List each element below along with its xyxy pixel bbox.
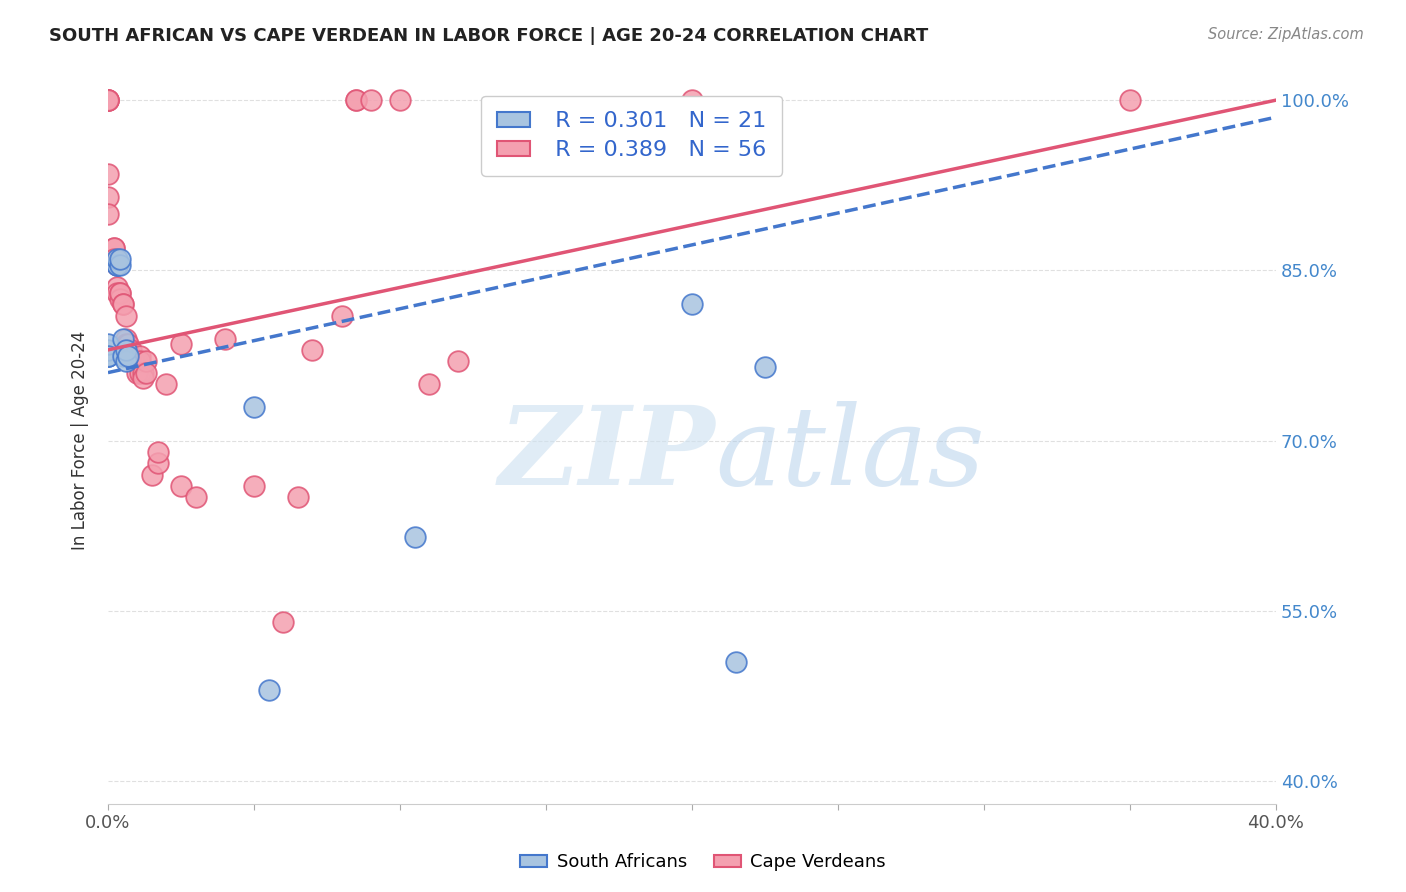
Point xyxy=(111,297,134,311)
Point xyxy=(97,337,120,351)
Point xyxy=(111,297,134,311)
Point xyxy=(108,286,131,301)
Point xyxy=(681,93,703,107)
Point xyxy=(105,258,128,272)
Point xyxy=(97,343,120,357)
Point xyxy=(243,479,266,493)
Y-axis label: In Labor Force | Age 20-24: In Labor Force | Age 20-24 xyxy=(72,331,89,550)
Point xyxy=(344,93,367,107)
Point xyxy=(97,93,120,107)
Point xyxy=(1119,93,1142,107)
Point xyxy=(97,207,120,221)
Point xyxy=(114,332,136,346)
Point xyxy=(146,445,169,459)
Point xyxy=(301,343,323,357)
Point xyxy=(97,93,120,107)
Point xyxy=(129,366,152,380)
Point xyxy=(135,354,157,368)
Point xyxy=(108,286,131,301)
Point xyxy=(129,349,152,363)
Text: atlas: atlas xyxy=(716,401,986,509)
Point xyxy=(418,376,440,391)
Point xyxy=(271,615,294,630)
Point xyxy=(257,683,280,698)
Point xyxy=(146,457,169,471)
Point xyxy=(184,491,207,505)
Point xyxy=(141,467,163,482)
Point xyxy=(111,332,134,346)
Point xyxy=(114,309,136,323)
Point xyxy=(108,258,131,272)
Point xyxy=(97,167,120,181)
Point xyxy=(127,354,149,368)
Point xyxy=(287,491,309,505)
Point xyxy=(114,337,136,351)
Point xyxy=(388,93,411,107)
Point xyxy=(105,280,128,294)
Point xyxy=(120,343,142,357)
Text: SOUTH AFRICAN VS CAPE VERDEAN IN LABOR FORCE | AGE 20-24 CORRELATION CHART: SOUTH AFRICAN VS CAPE VERDEAN IN LABOR F… xyxy=(49,27,928,45)
Point xyxy=(97,93,120,107)
Point xyxy=(114,343,136,357)
Point xyxy=(129,354,152,368)
Point xyxy=(724,655,747,669)
Point xyxy=(135,366,157,380)
Point xyxy=(127,366,149,380)
Point xyxy=(243,400,266,414)
Point xyxy=(404,530,426,544)
Point xyxy=(117,349,139,363)
Point xyxy=(120,349,142,363)
Point xyxy=(103,241,125,255)
Text: ZIP: ZIP xyxy=(499,401,716,509)
Point xyxy=(105,252,128,266)
Point xyxy=(132,371,155,385)
Point xyxy=(108,252,131,266)
Legend:   R = 0.301   N = 21,   R = 0.389   N = 56: R = 0.301 N = 21, R = 0.389 N = 56 xyxy=(481,95,782,176)
Point xyxy=(155,376,177,391)
Point xyxy=(97,93,120,107)
Point xyxy=(97,349,120,363)
Legend: South Africans, Cape Verdeans: South Africans, Cape Verdeans xyxy=(513,847,893,879)
Point xyxy=(117,337,139,351)
Point xyxy=(97,349,120,363)
Point xyxy=(330,309,353,323)
Point xyxy=(103,241,125,255)
Point xyxy=(681,297,703,311)
Point xyxy=(122,354,145,368)
Point xyxy=(108,292,131,306)
Point xyxy=(97,349,120,363)
Point xyxy=(114,354,136,368)
Point xyxy=(122,354,145,368)
Point xyxy=(97,189,120,203)
Point xyxy=(132,366,155,380)
Point xyxy=(111,349,134,363)
Text: Source: ZipAtlas.com: Source: ZipAtlas.com xyxy=(1208,27,1364,42)
Point xyxy=(105,258,128,272)
Point xyxy=(447,354,470,368)
Point xyxy=(103,252,125,266)
Point xyxy=(754,359,776,374)
Point xyxy=(344,93,367,107)
Point xyxy=(360,93,382,107)
Point xyxy=(105,258,128,272)
Point xyxy=(170,479,193,493)
Point xyxy=(105,286,128,301)
Point xyxy=(214,332,236,346)
Point xyxy=(170,337,193,351)
